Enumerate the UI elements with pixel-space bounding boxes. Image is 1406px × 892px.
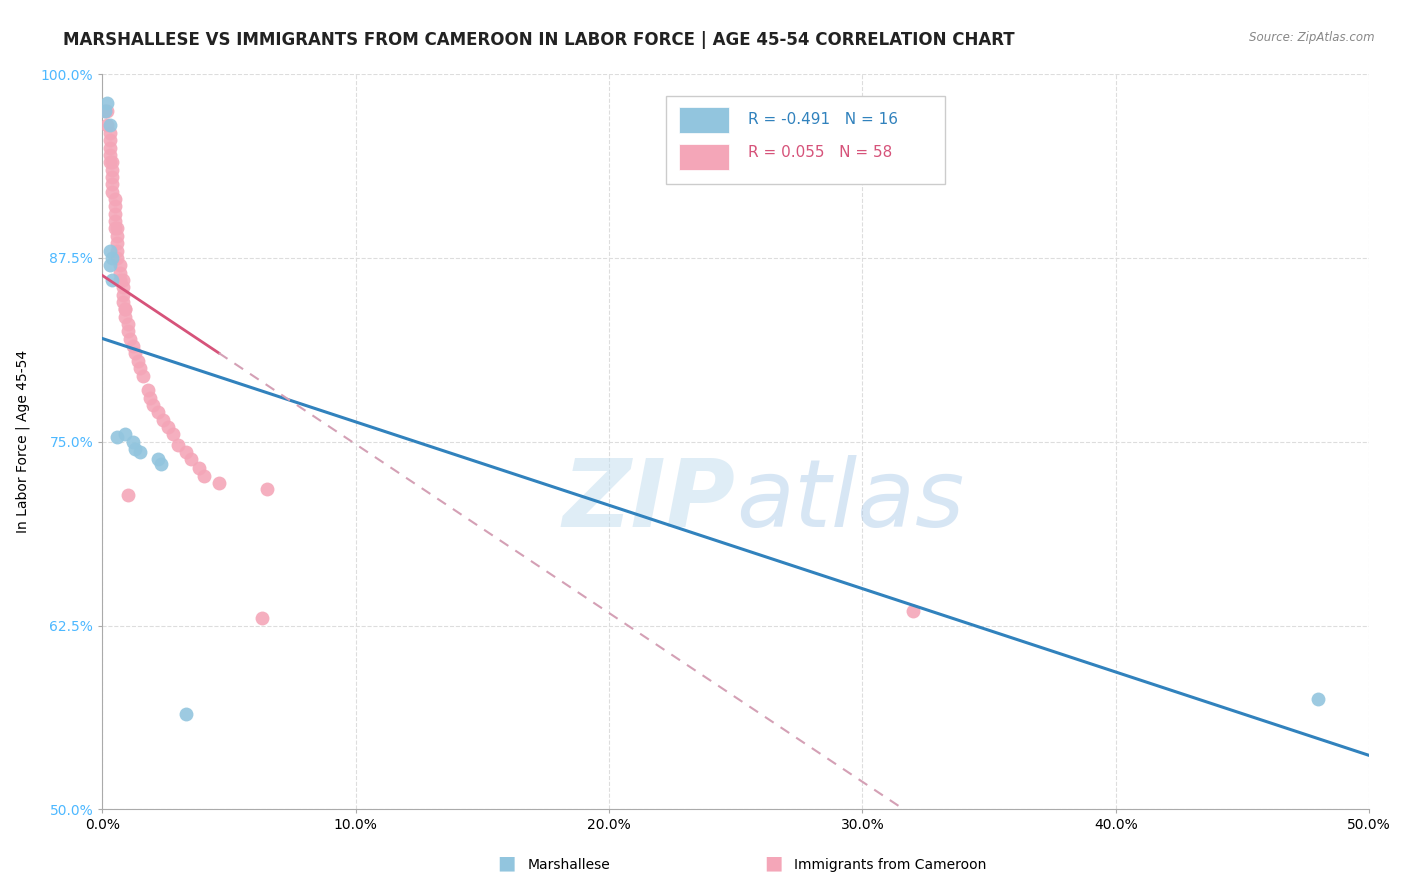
FancyBboxPatch shape (679, 107, 730, 133)
Point (139, 391, 162, 405)
Point (108, 258, 131, 272)
Point (101, 185, 124, 199)
Text: ZIP: ZIP (562, 455, 735, 547)
Point (111, 295, 134, 310)
FancyBboxPatch shape (679, 144, 730, 169)
Text: R = 0.055   N = 58: R = 0.055 N = 58 (748, 145, 893, 161)
Y-axis label: In Labor Force | Age 45-54: In Labor Force | Age 45-54 (15, 351, 30, 533)
Point (250, 611, 273, 625)
Text: MARSHALLESE VS IMMIGRANTS FROM CAMEROON IN LABOR FORCE | AGE 45-54 CORRELATION C: MARSHALLESE VS IMMIGRANTS FROM CAMEROON … (63, 31, 1015, 49)
Point (111, 287, 134, 301)
Point (157, 420, 180, 434)
Point (101, 251, 124, 265)
Point (146, 452, 169, 467)
Point (129, 361, 152, 376)
Point (114, 302, 136, 317)
Text: R = -0.491   N = 16: R = -0.491 N = 16 (748, 112, 898, 128)
Point (98, 148, 121, 162)
Point (117, 488, 139, 502)
Text: atlas: atlas (735, 455, 965, 546)
Point (208, 475, 231, 490)
Point (117, 317, 139, 331)
Point (136, 383, 159, 397)
Point (117, 325, 139, 339)
Text: Immigrants from Cameroon: Immigrants from Cameroon (794, 858, 987, 872)
Point (96, 103, 118, 118)
Point (124, 442, 146, 456)
Point (187, 461, 209, 475)
Point (174, 706, 197, 721)
Point (98, 155, 121, 169)
Point (107, 430, 129, 444)
Point (107, 221, 129, 235)
Point (120, 332, 142, 346)
Point (1308, 692, 1330, 706)
Point (107, 236, 129, 251)
Point (124, 346, 146, 360)
Point (107, 251, 129, 265)
Point (111, 273, 134, 287)
Point (114, 427, 136, 442)
Point (132, 368, 155, 383)
Point (101, 273, 124, 287)
Point (129, 445, 152, 459)
Point (108, 266, 131, 280)
Point (98, 126, 121, 140)
Point (152, 412, 174, 426)
Point (146, 405, 169, 419)
FancyBboxPatch shape (666, 96, 945, 185)
Point (142, 398, 165, 412)
Point (167, 437, 190, 451)
Point (98, 244, 121, 258)
Point (121, 434, 143, 449)
Point (96, 96, 118, 111)
Point (104, 207, 127, 221)
Point (127, 353, 149, 368)
Point (94, 103, 117, 118)
Point (101, 178, 124, 192)
Point (96, 119, 118, 133)
Point (180, 452, 202, 467)
Text: ■: ■ (763, 854, 783, 872)
Point (162, 427, 184, 442)
Point (193, 468, 215, 483)
Point (101, 155, 124, 169)
Point (98, 140, 121, 154)
Point (104, 192, 127, 206)
Point (256, 482, 278, 496)
Point (104, 214, 127, 228)
Point (114, 302, 136, 317)
Point (149, 457, 172, 471)
Text: Source: ZipAtlas.com: Source: ZipAtlas.com (1250, 31, 1375, 45)
Point (114, 310, 136, 324)
Text: Marshallese: Marshallese (527, 858, 610, 872)
Point (94, 103, 117, 118)
Point (104, 221, 127, 235)
Point (107, 228, 129, 243)
Point (901, 604, 924, 618)
Text: ■: ■ (496, 854, 516, 872)
Point (174, 445, 197, 459)
Point (108, 273, 131, 287)
Point (101, 162, 124, 177)
Point (121, 339, 143, 353)
Point (107, 244, 129, 258)
Point (98, 133, 121, 147)
Point (101, 169, 124, 184)
Point (111, 280, 134, 294)
Point (98, 119, 121, 133)
Point (98, 258, 121, 272)
Point (104, 199, 127, 213)
